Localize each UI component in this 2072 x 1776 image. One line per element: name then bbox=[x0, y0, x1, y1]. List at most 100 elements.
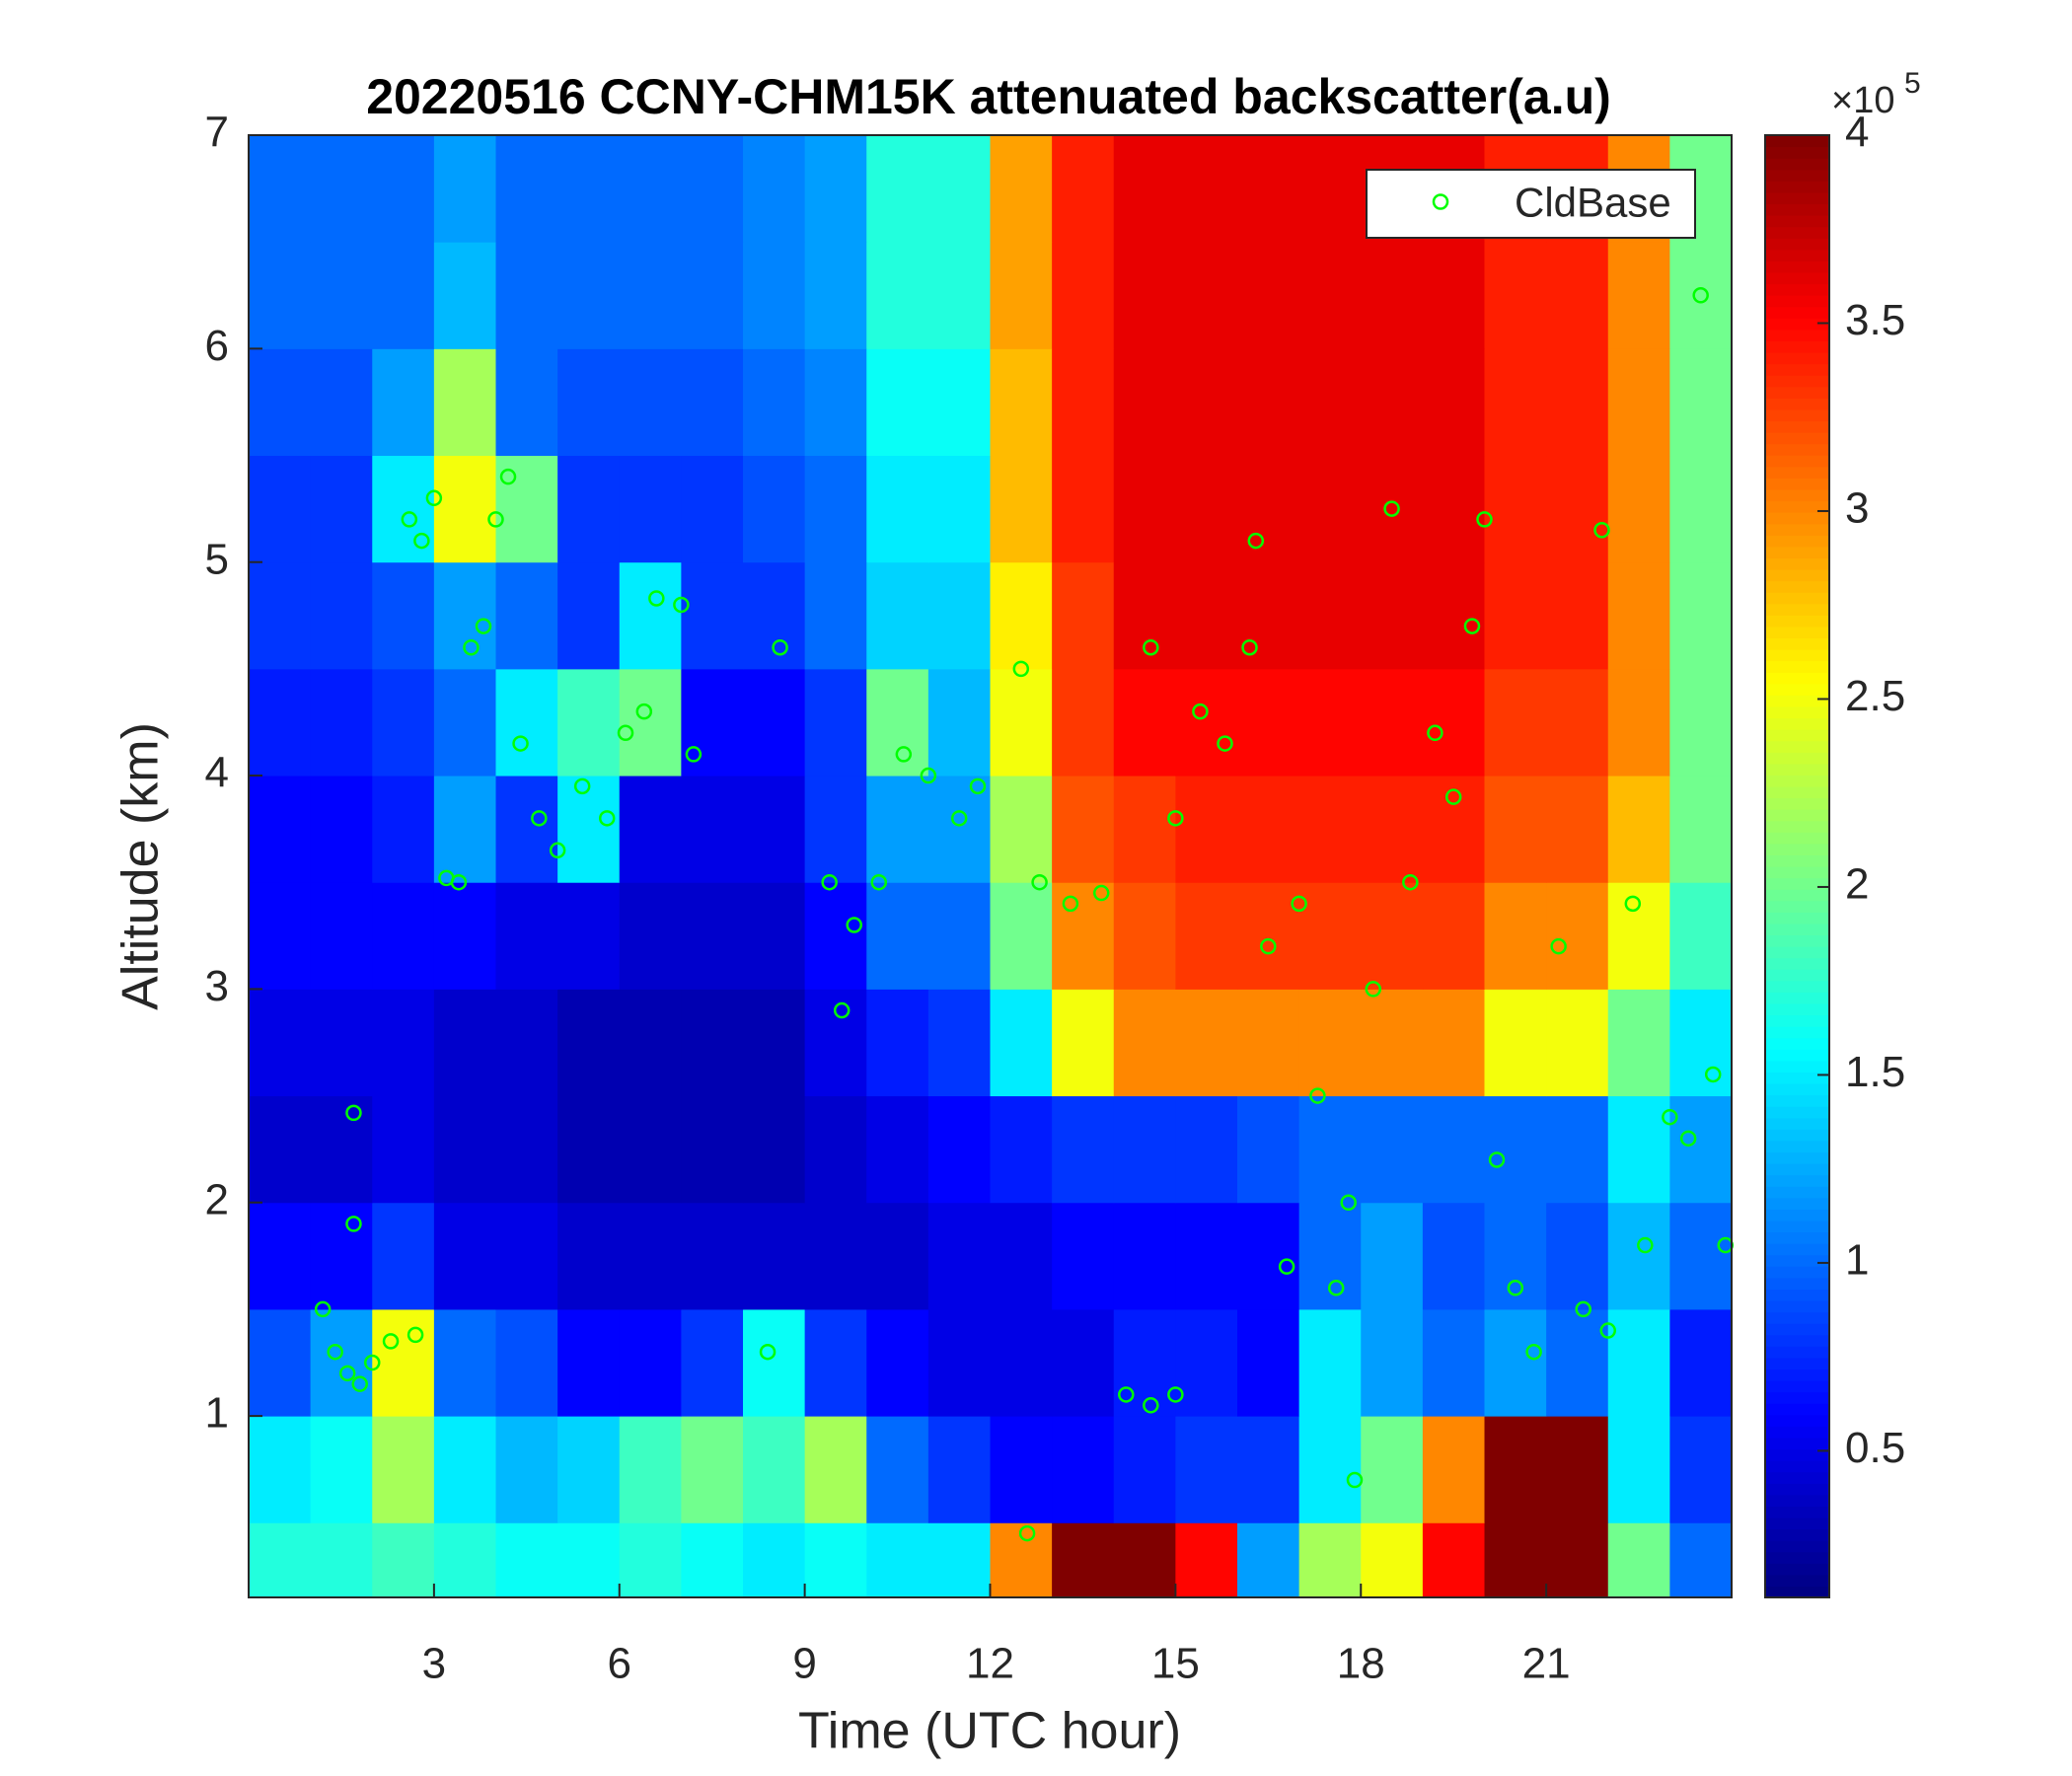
heatmap-cell bbox=[1361, 668, 1424, 777]
x-tick-label: 6 bbox=[608, 1640, 631, 1688]
heatmap-cell bbox=[495, 561, 558, 670]
heatmap-cell bbox=[1607, 668, 1670, 777]
colorbar-segment bbox=[1765, 295, 1829, 308]
heatmap-cell bbox=[1484, 1095, 1547, 1204]
heatmap-cell bbox=[1361, 882, 1424, 990]
heatmap-cell bbox=[1422, 1095, 1485, 1204]
colorbar-segment bbox=[1765, 1437, 1829, 1450]
heatmap-cell bbox=[619, 561, 682, 670]
heatmap-cell bbox=[1361, 776, 1424, 883]
heatmap-cell bbox=[1298, 1202, 1362, 1310]
colorbar-tick-label: 2.5 bbox=[1845, 672, 1905, 720]
heatmap-cell bbox=[1607, 561, 1670, 670]
legend-marker bbox=[1432, 193, 1449, 210]
heatmap-cell bbox=[681, 348, 744, 457]
heatmap-cell bbox=[743, 1522, 806, 1598]
heatmap-cell bbox=[1546, 989, 1609, 1097]
heatmap-cell bbox=[990, 989, 1053, 1097]
cloud-base-marker bbox=[413, 532, 430, 550]
colorbar-tick-label: 1.5 bbox=[1845, 1048, 1905, 1096]
colorbar-segment bbox=[1765, 832, 1829, 845]
cloud-base-marker bbox=[950, 810, 968, 827]
heatmap-cell bbox=[1175, 455, 1238, 563]
heatmap-cell bbox=[619, 882, 682, 990]
cloud-base-marker bbox=[382, 1333, 400, 1350]
heatmap-cell bbox=[743, 455, 806, 563]
cloud-base-marker bbox=[870, 873, 888, 891]
colorbar-segment bbox=[1765, 877, 1829, 890]
cloud-base-marker bbox=[821, 873, 838, 891]
heatmap-cell bbox=[804, 1522, 867, 1598]
cloud-base-marker bbox=[425, 489, 443, 507]
colorbar-tick-label: 4 bbox=[1845, 109, 1869, 157]
cloud-base-marker bbox=[1241, 638, 1258, 656]
heatmap-cell bbox=[557, 1095, 621, 1204]
cloud-base-marker bbox=[685, 746, 703, 763]
heatmap-cell bbox=[1237, 1095, 1300, 1204]
heatmap-cell bbox=[619, 135, 682, 243]
heatmap-cell bbox=[1113, 989, 1176, 1097]
heatmap-cell bbox=[495, 776, 558, 883]
colorbar-segment bbox=[1765, 1266, 1829, 1279]
x-tick-label: 3 bbox=[422, 1640, 446, 1688]
colorbar-segment bbox=[1765, 1334, 1829, 1347]
heatmap-cell bbox=[1361, 455, 1424, 563]
colorbar-segment bbox=[1765, 969, 1829, 982]
cloud-base-marker bbox=[920, 767, 937, 784]
heatmap-cell bbox=[1361, 1416, 1424, 1523]
heatmap-cell bbox=[804, 1416, 867, 1523]
heatmap-cell bbox=[1361, 1308, 1424, 1417]
heatmap-cell bbox=[804, 776, 867, 883]
heatmap-cell bbox=[1669, 1095, 1733, 1204]
colorbar-tick-label: 0.5 bbox=[1845, 1424, 1905, 1472]
heatmap-cell bbox=[1113, 135, 1176, 243]
heatmap-cell bbox=[619, 348, 682, 457]
colorbar-segment bbox=[1765, 1254, 1829, 1267]
colorbar-segment bbox=[1765, 1357, 1829, 1370]
heatmap-cell bbox=[1669, 1308, 1733, 1417]
cloud-base-marker bbox=[1278, 1258, 1295, 1275]
heatmap-cell bbox=[1422, 882, 1485, 990]
x-tick-label: 18 bbox=[1337, 1640, 1385, 1688]
colorbar-segment bbox=[1765, 785, 1829, 799]
y-tick-label: 5 bbox=[205, 535, 229, 583]
cloud-base-marker bbox=[345, 1216, 362, 1232]
colorbar-segment bbox=[1765, 1037, 1829, 1050]
heatmap-cell bbox=[619, 242, 682, 349]
heatmap-cell bbox=[495, 242, 558, 349]
heatmap-cell bbox=[681, 1308, 744, 1417]
cloud-base-marker bbox=[1217, 735, 1233, 752]
heatmap-cell bbox=[927, 242, 991, 349]
colorbar-segment bbox=[1765, 135, 1829, 148]
heatmap-cell bbox=[804, 561, 867, 670]
heatmap-cell bbox=[1052, 455, 1115, 563]
heatmap-cell bbox=[681, 1202, 744, 1310]
colorbar-segment bbox=[1765, 1209, 1829, 1221]
cloud-base-marker bbox=[1637, 1236, 1654, 1254]
heatmap-cell bbox=[557, 1308, 621, 1417]
heatmap-cell bbox=[1298, 135, 1362, 243]
colorbar-segment bbox=[1765, 695, 1829, 707]
colorbar-segment bbox=[1765, 523, 1829, 536]
colorbar-segment bbox=[1765, 1243, 1829, 1256]
heatmap-cell bbox=[1484, 882, 1547, 990]
heatmap-cell bbox=[557, 1522, 621, 1598]
cloud-base-marker bbox=[345, 1104, 362, 1122]
heatmap-cell bbox=[990, 1095, 1053, 1204]
cloud-base-marker bbox=[1092, 884, 1110, 902]
heatmap-cell bbox=[681, 242, 744, 349]
heatmap-cell bbox=[1175, 1095, 1238, 1204]
heatmap-cell bbox=[310, 242, 373, 349]
heatmap-cell bbox=[1422, 1308, 1485, 1417]
heatmap-cell bbox=[1669, 348, 1733, 457]
colorbar-segment bbox=[1765, 466, 1829, 479]
colorbar-segment bbox=[1765, 946, 1829, 959]
heatmap-cell bbox=[743, 1416, 806, 1523]
colorbar-segment bbox=[1765, 1140, 1829, 1153]
cloud-base-marker bbox=[1309, 1087, 1326, 1104]
heatmap-cell bbox=[1546, 1202, 1609, 1310]
heatmap-cell bbox=[1113, 242, 1176, 349]
heatmap-cell bbox=[557, 348, 621, 457]
heatmap-cell bbox=[1361, 1095, 1424, 1204]
heatmap-cell bbox=[310, 1308, 373, 1417]
